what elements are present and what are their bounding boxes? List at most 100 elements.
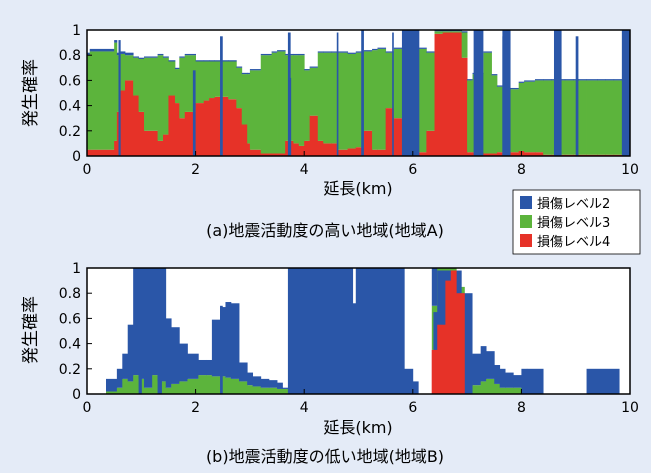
bar-segment-level2-a	[184, 53, 196, 56]
bar-segment-level2-b	[165, 318, 172, 388]
bar-segment-level2-a	[114, 40, 118, 43]
x-tick-label: 4	[300, 400, 309, 416]
bar-spike-level2-a	[502, 36, 508, 156]
bar-segment-level4-a	[293, 143, 300, 156]
bar-segment-level4-a	[372, 149, 378, 156]
bar-segment-level2-a	[393, 47, 403, 49]
bar-segment-level2-b	[116, 368, 123, 388]
legend-box	[512, 189, 641, 255]
bar-segment-level2-a	[214, 60, 221, 62]
bar-segment-level3-b	[165, 387, 172, 394]
bar-segment-level3-a	[336, 52, 349, 150]
x-tick-label: 6	[408, 400, 417, 416]
bar-block-level2-a	[401, 30, 420, 156]
bar-segment-level4-a	[355, 147, 365, 156]
bar-segment-level3-a	[309, 67, 319, 116]
y-tick-label: 0.8	[59, 48, 81, 64]
bar-segment-level4-a	[323, 143, 332, 156]
bar-segment-level4-a	[467, 152, 471, 156]
x-ticks-a: 0 2 4 6 8 10	[83, 151, 639, 178]
bar-segment-level3-a	[372, 50, 378, 150]
bar-segment-level2-b	[260, 378, 270, 388]
bar-segment-level2-a	[249, 69, 262, 71]
bar-segment-level3-a	[271, 52, 278, 154]
bar-segment-level2-b	[586, 368, 620, 394]
x-tick-label: 8	[517, 400, 526, 416]
bar-segment-level3-a	[586, 80, 598, 155]
bar-segment-level2-b	[401, 368, 414, 394]
bar-segment-level3-a	[605, 80, 615, 155]
bar-segment-level2-b	[431, 268, 438, 306]
bar-segment-level2-a	[174, 67, 180, 70]
bar-segment-level2-a	[336, 51, 349, 53]
bar-segment-level3-a	[434, 31, 444, 34]
bar-segment-level2-a	[163, 56, 169, 58]
x-tick-label: 2	[191, 162, 200, 178]
bar-segment-level4-b	[431, 349, 438, 394]
bar-segment-level2-b	[152, 268, 158, 376]
bar-segment-level2-b	[198, 359, 207, 376]
bar-segment-level4-a	[377, 149, 387, 156]
bar-segment-level2-a	[323, 51, 332, 53]
bar-segment-level3-a	[355, 52, 365, 148]
bar-segment-level2-b	[282, 387, 289, 389]
bar-segment-level3-a	[317, 52, 324, 141]
x-tick-label: 6	[408, 162, 417, 178]
bar-segment-level3-b	[225, 377, 232, 394]
bar-segment-level4-a	[138, 111, 145, 156]
bar-segment-level2-a	[87, 52, 91, 56]
bar-segment-level2-a	[209, 60, 216, 62]
bar-segment-level2-a	[203, 60, 210, 62]
bar-segment-level4-b	[437, 324, 446, 394]
bar-segment-level2-a	[534, 79, 544, 81]
bar-segment-level4-a	[491, 153, 498, 156]
bar-segment-level4-a	[214, 96, 221, 156]
bar-segment-level4-a	[247, 143, 251, 156]
bar-spike-level2-b	[157, 268, 162, 394]
bar-segment-level2-a	[578, 79, 587, 81]
y-tick-label: 0.4	[59, 99, 81, 115]
bar-segment-level2-a	[125, 52, 134, 56]
bar-segment-level2-a	[543, 79, 552, 81]
bar-segment-level4-a	[434, 33, 444, 156]
bar-segment-level4-a	[277, 153, 286, 156]
bar-segment-level3-b	[499, 387, 506, 394]
x-axis-label-b: 延長(km)	[323, 418, 392, 437]
bar-segment-level4-a	[125, 80, 134, 156]
bar-segment-level2-a	[467, 79, 471, 81]
bar-segment-level2-a	[271, 51, 278, 53]
bar-segment-level2-a	[138, 57, 145, 59]
bar-segment-level4-a	[450, 32, 463, 156]
bar-segment-level2-b	[486, 351, 495, 379]
y-ticks-a: 0 0.2 0.4 0.6 0.8 1	[59, 23, 92, 165]
bar-segment-level3-b	[127, 381, 134, 394]
bar-segment-level2-a	[317, 51, 324, 53]
legend-item-level2: 損傷レベル2	[520, 196, 610, 212]
bar-spike-level2-a	[220, 36, 223, 156]
bar-segment-level2-a	[524, 80, 536, 82]
bar-segment-level2-b	[225, 302, 232, 378]
bar-segment-level3-a	[613, 80, 623, 155]
bar-segment-level4-a	[179, 118, 186, 156]
y-tick-label: 0.6	[59, 73, 81, 89]
bar-segment-level2-a	[372, 48, 378, 51]
bar-segment-level3-a	[114, 42, 118, 141]
bar-segment-level2-a	[385, 51, 395, 53]
bar-block-level2-a	[553, 30, 562, 156]
bar-segment-level2-b	[252, 376, 262, 387]
bar-segment-level2-a	[605, 79, 615, 81]
bar-segment-level3-a	[116, 55, 120, 112]
bar-spike-level2-a	[289, 77, 292, 156]
bar-segment-level3-a	[138, 58, 145, 112]
bar-segment-level4-a	[534, 152, 544, 156]
bar-segment-level3-a	[393, 48, 403, 119]
bar-segment-level4-a	[418, 152, 427, 156]
bar-segment-level2-a	[363, 50, 373, 52]
legend-label-level3: 損傷レベル3	[537, 216, 610, 231]
bar-segment-level3-a	[534, 80, 544, 153]
bar-segment-level2-b	[505, 372, 514, 388]
bar-segment-level3-a	[125, 55, 134, 81]
bar-segment-level4-a	[461, 57, 468, 156]
bar-segment-level2-b	[206, 359, 213, 376]
